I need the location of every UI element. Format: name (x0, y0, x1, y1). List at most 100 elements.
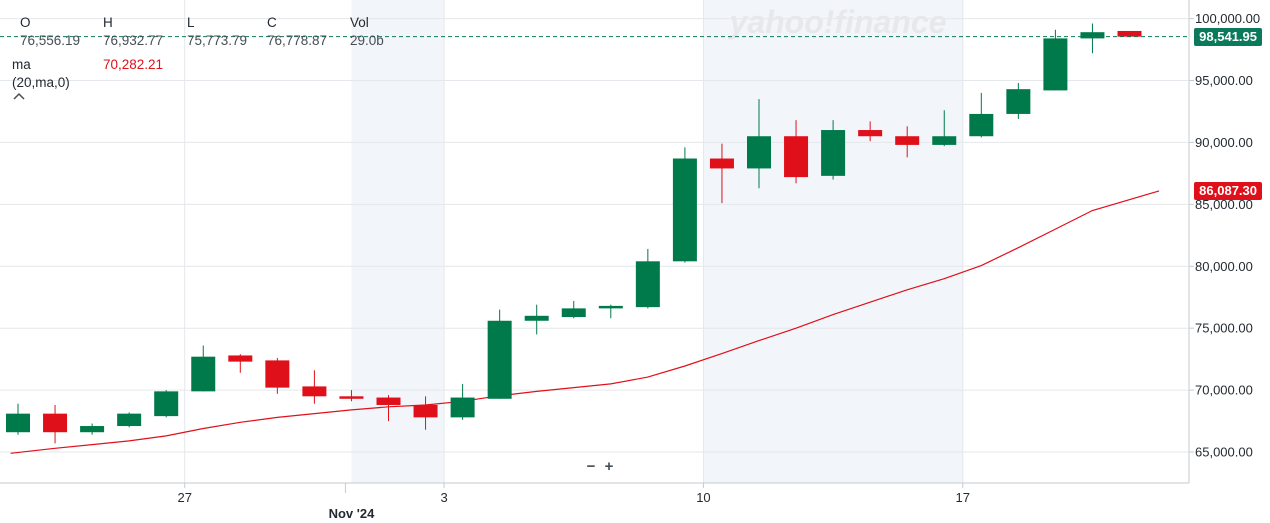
candle[interactable] (784, 120, 809, 184)
candle[interactable] (709, 143, 734, 204)
candle-body (487, 320, 512, 399)
candle[interactable] (969, 92, 994, 138)
y-tick-label: 100,000.00 (1195, 11, 1260, 26)
y-axis: 65,000.00 70,000.00 75,000.00 80,000.00 85,0… (1188, 0, 1260, 483)
candle-body (932, 136, 957, 145)
candle[interactable] (1006, 82, 1031, 119)
candle[interactable] (302, 370, 327, 404)
x-tick-label: 3 (440, 490, 447, 505)
ma-label: ma (12, 57, 31, 72)
candle-body (524, 315, 549, 321)
zoom-in-button[interactable]: + (604, 458, 614, 475)
candle-body (117, 413, 142, 427)
candle-body (339, 396, 364, 399)
candle-body (302, 386, 327, 397)
x-tick-label: 17 (956, 490, 970, 505)
candles[interactable] (6, 23, 1142, 444)
candle-body (154, 391, 179, 417)
gridlines (0, 0, 1188, 483)
candle-body (228, 355, 253, 362)
x-tick-label: 10 (696, 490, 710, 505)
last-price-tag: 98,541.95 (1194, 27, 1262, 46)
candle[interactable] (524, 304, 549, 335)
candle-body (1080, 32, 1105, 39)
weekend-shade (703, 0, 963, 483)
ma-value-tag: 86,087.30 (1194, 181, 1262, 200)
close-value: 76,778.87 (267, 33, 328, 48)
candle-body (43, 413, 68, 433)
y-tick-label: 70,000.00 (1195, 383, 1253, 398)
x-tick-label: 27 (177, 490, 191, 505)
low-label: L (187, 15, 195, 30)
candle-body (1006, 89, 1031, 114)
candle[interactable] (117, 412, 142, 428)
candle-body (1117, 30, 1142, 37)
candle-body (191, 356, 216, 392)
candle-body (80, 426, 105, 433)
moving-average-line (10, 190, 1160, 454)
candle-body (598, 305, 623, 309)
candle[interactable] (821, 120, 846, 180)
candle-body (858, 130, 883, 137)
candle[interactable] (1043, 29, 1068, 91)
ma-params: (20,ma,0) (12, 75, 70, 90)
candle[interactable] (339, 390, 364, 402)
candle[interactable] (1080, 23, 1105, 54)
candle[interactable] (413, 396, 438, 430)
yahoo-finance-watermark: yahoo!finance (728, 4, 947, 40)
high-label: H (103, 15, 113, 30)
candle[interactable] (487, 309, 512, 399)
candle[interactable] (598, 304, 623, 319)
candle-body (376, 397, 401, 405)
y-tick-label: 75,000.00 (1195, 321, 1253, 336)
candle[interactable] (635, 248, 660, 309)
candle[interactable] (1117, 30, 1142, 38)
ma-value: 70,282.21 (103, 57, 164, 72)
candle-body (450, 397, 475, 418)
candle-body (709, 158, 734, 169)
y-tick-label: 85,000.00 (1195, 197, 1253, 212)
candle[interactable] (450, 383, 475, 420)
candle[interactable] (376, 395, 401, 422)
open-value: 76,556.19 (20, 33, 81, 48)
y-tick-label: 95,000.00 (1195, 73, 1253, 88)
candle[interactable] (672, 147, 697, 263)
high-value: 76,932.77 (103, 33, 164, 48)
candle-body (747, 136, 771, 169)
zoom-out-button[interactable]: − (586, 458, 596, 475)
candle[interactable] (895, 126, 920, 158)
candle-body (821, 130, 846, 176)
candle-body (413, 404, 438, 418)
candle[interactable] (561, 300, 586, 319)
y-tick-label: 65,000.00 (1195, 445, 1253, 460)
x-month-label: Nov '24 (329, 506, 375, 521)
weekend-shading (351, 0, 963, 483)
candle-body (265, 360, 290, 388)
chevron-up-icon[interactable] (13, 92, 25, 100)
x-axis: 27 3 10 17 Nov '24 (0, 482, 1189, 521)
candle-body (1043, 38, 1068, 91)
y-tick-label: 90,000.00 (1195, 135, 1253, 150)
candle[interactable] (932, 110, 957, 147)
low-value: 75,773.79 (187, 33, 248, 48)
candle[interactable] (265, 357, 290, 394)
candle[interactable] (858, 121, 883, 142)
close-label: C (267, 15, 277, 30)
candle[interactable] (43, 404, 68, 444)
candle-body (6, 413, 30, 433)
candle-body (635, 261, 660, 308)
ma-polyline (10, 190, 1160, 454)
candle[interactable] (6, 403, 30, 435)
volume-label: Vol (350, 15, 369, 30)
candle[interactable] (154, 390, 179, 418)
volume-value: 29.0b (350, 33, 384, 48)
candle-body (895, 136, 920, 145)
candle-body (784, 136, 809, 178)
candle[interactable] (747, 99, 771, 189)
candle[interactable] (80, 423, 105, 435)
zoom-controls: − + (582, 458, 618, 475)
candle[interactable] (228, 354, 253, 373)
candle[interactable] (191, 345, 216, 392)
y-tick-label: 80,000.00 (1195, 259, 1253, 274)
